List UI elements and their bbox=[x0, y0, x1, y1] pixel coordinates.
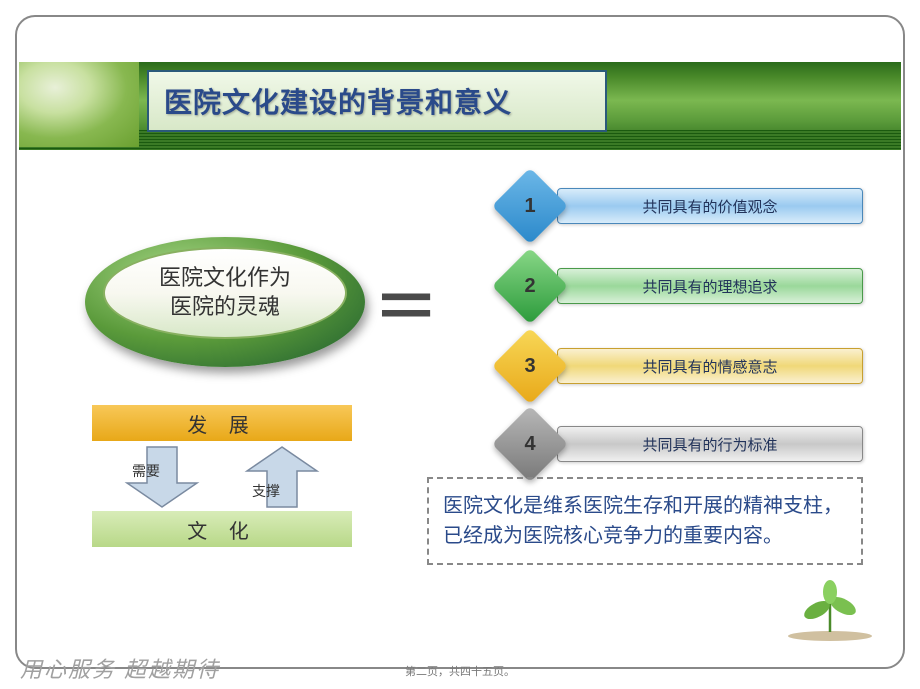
ellipse-line1: 医院文化作为 bbox=[159, 264, 291, 293]
culture-box: 文 化 bbox=[92, 511, 352, 547]
title-box: 医院文化建设的背景和意义 bbox=[147, 70, 607, 132]
item-number-4: 4 bbox=[503, 417, 557, 471]
item-number-1: 1 bbox=[503, 179, 557, 233]
concept-ellipse: 医院文化作为 医院的灵魂 bbox=[85, 237, 365, 367]
item-row-1: 1 共同具有的价值观念 bbox=[525, 184, 863, 228]
item-row-3: 3 共同具有的情感意志 bbox=[525, 344, 863, 388]
development-box: 发 展 bbox=[92, 405, 352, 441]
plant-decoration-icon bbox=[783, 572, 878, 642]
item-label-3: 共同具有的情感意志 bbox=[557, 348, 863, 384]
page-title: 医院文化建设的背景和意义 bbox=[164, 81, 512, 121]
item-row-4: 4 共同具有的行为标准 bbox=[525, 422, 863, 466]
equals-sign-icon: = bbox=[378, 270, 426, 339]
ellipse-inner: 医院文化作为 医院的灵魂 bbox=[103, 247, 347, 339]
item-label-4: 共同具有的行为标准 bbox=[557, 426, 863, 462]
item-number-3: 3 bbox=[503, 339, 557, 393]
item-row-2: 2 共同具有的理想追求 bbox=[525, 264, 863, 308]
slide-frame: 医院文化建设的背景和意义 医院文化作为 医院的灵魂 = 1 共同具有的价值观念 … bbox=[15, 15, 905, 669]
arrows-group: 需要 支撑 bbox=[92, 445, 352, 511]
arrow-label-support: 支撑 bbox=[252, 481, 280, 501]
item-label-2: 共同具有的理想追求 bbox=[557, 268, 863, 304]
item-number-2: 2 bbox=[503, 259, 557, 313]
header-stripes-decoration bbox=[19, 130, 901, 150]
item-label-1: 共同具有的价值观念 bbox=[557, 188, 863, 224]
ellipse-line2: 医院的灵魂 bbox=[170, 293, 280, 322]
footer-page-number: 第二页，共四十五页。 bbox=[0, 663, 920, 679]
arrow-label-need: 需要 bbox=[132, 461, 160, 481]
leaf-photo-decoration bbox=[19, 62, 139, 147]
description-box: 医院文化是维系医院生存和开展的精神支柱，已经成为医院核心竞争力的重要内容。 bbox=[427, 477, 863, 565]
